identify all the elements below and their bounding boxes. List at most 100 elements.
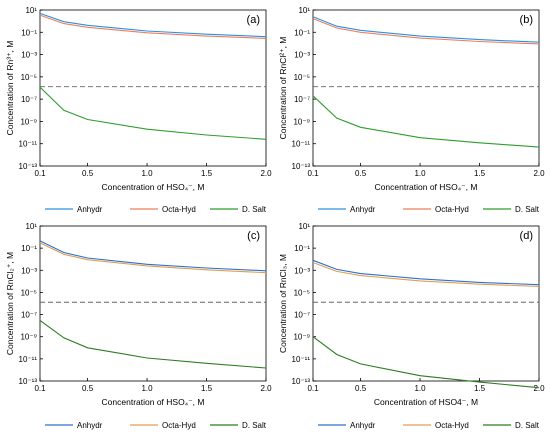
legend-label: D. Salt <box>242 421 267 430</box>
legend-label: Octa-Hyd <box>435 421 469 430</box>
legend-label: Octa-Hyd <box>162 421 196 430</box>
chart-panel-d: 0.1 0.5 1.0 1.5 2.0 10⁻¹³ 10⁻¹¹ 10⁻⁹ 10⁻⁷ 10⁻⁵ 10⁻… <box>278 222 545 407</box>
x-tick-label: 1.5 <box>474 384 486 393</box>
legend-label: Anhydr <box>350 421 376 430</box>
y-tick-label: 10⁻⁷ <box>21 311 37 320</box>
y-axis-label: Concentration of RnCl₃, M <box>278 254 288 353</box>
y-tick-label: 10⁻¹³ <box>292 162 311 171</box>
series-line-anhydr <box>39 12 267 38</box>
series-line-anhydr <box>312 16 540 43</box>
y-tick-label: 10⁻⁵ <box>21 73 37 82</box>
chart-panel-b: 0.1 0.5 1.0 1.5 2.0 10⁻¹³ 10⁻¹¹ 10⁻⁹ 10⁻⁷ 10⁻⁵ 10⁻… <box>278 6 545 192</box>
y-tick-label: 10⁻⁹ <box>20 117 37 126</box>
y-axis-label: Concentration of RnCl₂⁺, M <box>5 252 15 355</box>
legend-c: Anhydr Octa-Hyd D. Salt <box>45 421 267 430</box>
y-axis-label: Concentration of Rn³⁺, M <box>5 41 15 136</box>
x-tick-label: 2.0 <box>533 384 545 393</box>
y-tick-label: 10⁻³ <box>294 266 310 275</box>
plot-frame <box>312 9 540 167</box>
y-tick-label: 10⁻⁷ <box>294 311 310 320</box>
legend-d: Anhydr Octa-Hyd D. Salt <box>318 421 540 430</box>
legend-label: Octa-Hyd <box>435 205 469 214</box>
x-tick-label: 1.0 <box>414 169 426 178</box>
y-tick-label: 10⁻⁵ <box>21 288 37 297</box>
plot-frame <box>39 225 267 382</box>
legend-label: Anhydr <box>77 421 103 430</box>
y-tick-label: 10¹ <box>25 222 37 231</box>
y-tick-label: 10⁻³ <box>21 266 37 275</box>
x-tick-label: 1.0 <box>141 169 153 178</box>
x-tick-label: 0.5 <box>355 384 367 393</box>
legend-label: D. Salt <box>515 205 540 214</box>
x-tick-label: 1.5 <box>474 169 486 178</box>
x-tick-label: 1.0 <box>414 384 426 393</box>
y-tick-label: 10⁻⁵ <box>294 288 310 297</box>
y-tick-label: 10⁻¹ <box>21 244 37 253</box>
plot-frame <box>39 9 267 167</box>
x-tick-label: 2.0 <box>260 169 272 178</box>
x-tick-label: 0.1 <box>307 384 319 393</box>
x-tick-label: 0.1 <box>34 384 46 393</box>
chart-panel-c: 0.1 0.5 1.0 1.5 2.0 10⁻¹³ 10⁻¹¹ 10⁻⁹ 10⁻⁷ 10⁻⁵ 10⁻… <box>5 222 272 407</box>
x-axis-label: Concentration of HSO₄⁻, M <box>102 182 205 192</box>
panel-label: (c) <box>247 230 260 242</box>
y-tick-label: 10⁻⁹ <box>293 117 310 126</box>
x-tick-label: 0.5 <box>82 384 94 393</box>
x-tick-label: 1.5 <box>201 169 213 178</box>
legend-label: Anhydr <box>350 205 376 214</box>
x-tick-label: 0.5 <box>82 169 94 178</box>
panel-label: (b) <box>520 14 533 26</box>
y-tick-label: 10⁻⁷ <box>21 95 37 104</box>
series-line-octa-hyd <box>312 18 540 45</box>
x-tick-label: 0.1 <box>34 169 46 178</box>
y-tick-label: 10⁻⁵ <box>294 73 310 82</box>
y-tick-label: 10¹ <box>298 222 310 231</box>
series-line-octa-hyd <box>39 14 267 39</box>
series-line-d-salt <box>312 95 540 148</box>
x-tick-label: 0.5 <box>355 169 367 178</box>
series-line-octa-hyd <box>39 242 267 274</box>
y-tick-label: 10⁻¹³ <box>19 377 38 386</box>
y-tick-label: 10⁻³ <box>21 51 37 60</box>
legend-label: D. Salt <box>515 421 540 430</box>
y-tick-label: 10⁻¹¹ <box>292 355 311 364</box>
series-line-d-salt <box>39 319 267 369</box>
legend-b: Anhydr Octa-Hyd D. Salt <box>318 205 540 214</box>
series-line-octa-hyd <box>312 261 540 287</box>
y-tick-label: 10⁻⁹ <box>20 333 37 342</box>
chart-panel-a: 0.1 0.5 1.0 1.5 2.0 10⁻¹³ 10⁻¹¹ 10⁻⁹ 10⁻⁷ 10⁻⁵ 10⁻… <box>5 6 272 192</box>
x-tick-label: 1.0 <box>141 384 153 393</box>
x-tick-label: 0.1 <box>307 169 319 178</box>
plot-frame <box>312 225 540 382</box>
y-tick-label: 10⁻¹¹ <box>292 140 311 149</box>
y-tick-label: 10⁻⁹ <box>293 333 310 342</box>
legend-label: Anhydr <box>77 205 103 214</box>
panel-label: (a) <box>247 14 260 26</box>
legend-a: Anhydr Octa-Hyd D. Salt <box>45 205 267 214</box>
x-tick-label: 2.0 <box>260 384 272 393</box>
y-tick-label: 10⁻¹³ <box>19 162 38 171</box>
series-line-anhydr <box>312 259 540 286</box>
series-line-d-salt <box>39 86 267 140</box>
series-line-anhydr <box>39 240 267 272</box>
y-tick-label: 10⁻³ <box>294 51 310 60</box>
legend-label: D. Salt <box>242 205 267 214</box>
y-tick-label: 10⁻⁷ <box>294 95 310 104</box>
x-tick-label: 1.5 <box>201 384 213 393</box>
y-axis-label: Concentration of RnCl²⁺, M <box>278 37 288 140</box>
panel-label: (d) <box>520 230 533 242</box>
legend-label: Octa-Hyd <box>162 205 196 214</box>
y-tick-label: 10⁻¹¹ <box>19 140 38 149</box>
x-axis-label: Concentration of HSO4⁻, M <box>374 397 478 407</box>
y-tick-label: 10¹ <box>25 6 37 15</box>
x-tick-label: 2.0 <box>533 169 545 178</box>
y-tick-label: 10⁻¹ <box>294 28 310 37</box>
y-tick-label: 10¹ <box>298 6 310 15</box>
y-tick-label: 10⁻¹³ <box>292 377 311 386</box>
y-tick-label: 10⁻¹ <box>21 28 37 37</box>
x-axis-label: Concentration of HSO₄⁻, M <box>375 182 478 192</box>
y-tick-label: 10⁻¹ <box>294 244 310 253</box>
y-tick-label: 10⁻¹¹ <box>19 355 38 364</box>
series-line-d-salt <box>312 336 540 389</box>
